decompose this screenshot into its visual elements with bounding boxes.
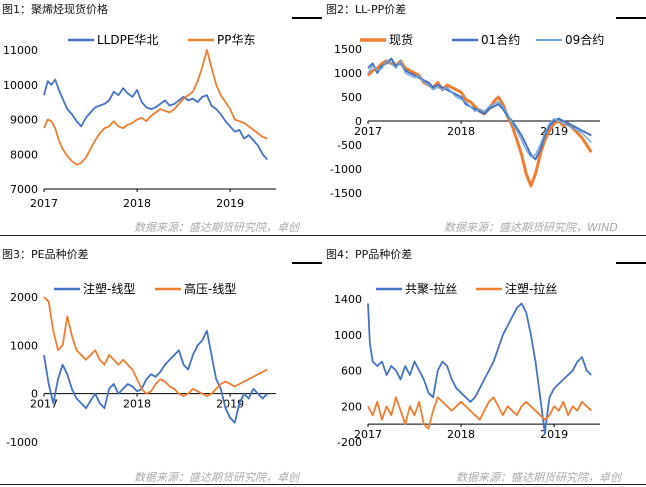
panel-pe-variety-spread: 图3：PE品种价差 -1000 0 1000 2000 2017 2018 2019 注塑-线… xyxy=(0,245,322,487)
legend-label: 现货 xyxy=(389,32,413,47)
y-tick-label: -200 xyxy=(337,436,362,449)
x-tick-label: 2019 xyxy=(216,197,244,210)
series-line-2 xyxy=(367,57,592,161)
y-tick-label: 1400 xyxy=(334,293,362,306)
panel-title: 图4：PP品种价差 xyxy=(326,248,413,261)
title-rule xyxy=(292,17,322,19)
x-tick-label: 2019 xyxy=(540,428,568,441)
y-tick-label: 1000 xyxy=(334,67,362,80)
y-tick-label: 0 xyxy=(355,115,362,128)
x-tick-label: 2017 xyxy=(30,197,58,210)
y-tick-label: 200 xyxy=(341,400,362,413)
y-tick-label: 1000 xyxy=(10,339,38,352)
y-tick-label: -500 xyxy=(337,139,362,152)
x-tick-label: 2018 xyxy=(123,197,151,210)
y-tick-label: 11000 xyxy=(3,44,38,57)
data-source-note: 数据来源：盛达期货研究院，卓创 xyxy=(134,221,299,234)
panel-title: 图3：PE品种价差 xyxy=(2,248,89,261)
series-line-2 xyxy=(367,396,592,430)
y-tick-label: -1500 xyxy=(330,187,362,200)
y-tick-label: -1000 xyxy=(330,163,362,176)
x-tick-label: 2018 xyxy=(447,428,475,441)
legend-label: 注塑-线型 xyxy=(83,281,135,296)
y-tick-label: 500 xyxy=(341,91,362,104)
data-source-note: 数据来源：盛达期货研究院，卓创 xyxy=(456,471,621,484)
panel-lldpe-pp-spot: 图1：聚烯烃现货价格 7000 8000 9000 10000 11000 2017 201… xyxy=(0,0,322,242)
legend-label: 共聚-拉丝 xyxy=(405,281,457,296)
title-rule xyxy=(292,262,322,264)
x-tick-label: 2017 xyxy=(354,428,382,441)
panel-pp-variety-spread: 图4：PP品种价差 -200 200 600 1000 1400 2017 2018 2019… xyxy=(324,245,646,487)
data-source-note: 数据来源：盛达期货研究院，WIND xyxy=(444,221,618,234)
chart-pp-spread: -200 200 600 1000 1400 2017 2018 2019 共聚-拉丝 注塑-拉丝 xyxy=(334,281,600,449)
legend-label: 01合约 xyxy=(481,32,520,47)
y-tick-label: 9000 xyxy=(10,114,38,127)
y-tick-label: 10000 xyxy=(3,79,38,92)
title-rule xyxy=(616,17,646,19)
y-tick-label: 1500 xyxy=(334,43,362,56)
legend-label: 09合约 xyxy=(565,32,604,47)
y-tick-label: 7000 xyxy=(10,183,38,196)
x-tick-label: 2018 xyxy=(447,125,475,138)
series-line-1 xyxy=(367,302,592,435)
section-divider xyxy=(0,235,646,236)
y-tick-label: 8000 xyxy=(10,148,38,161)
legend-label: 注塑-拉丝 xyxy=(505,281,557,296)
legend-label: 高压-线型 xyxy=(184,281,236,296)
y-tick-label: 1000 xyxy=(334,329,362,342)
panel-ll-pp-spread: 图2：LL-PP价差 -1500 -1000 -500 0 500 1000 1500 201… xyxy=(324,0,646,242)
chart-spot-prices: 7000 8000 9000 10000 11000 2017 2018 2019 LLDPE华… xyxy=(3,33,276,210)
x-tick-label: 2018 xyxy=(123,398,151,411)
panel-title: 图2：LL-PP价差 xyxy=(326,3,407,16)
series-line-2 xyxy=(43,49,268,166)
y-tick-label: 0 xyxy=(31,388,38,401)
series-line-1 xyxy=(366,59,593,188)
title-rule xyxy=(616,262,646,264)
y-tick-label: -1000 xyxy=(6,436,38,449)
x-tick-label: 2017 xyxy=(354,125,382,138)
series-line-1 xyxy=(43,78,268,161)
y-tick-label: 2000 xyxy=(10,291,38,304)
series-line-2 xyxy=(43,296,268,398)
series-line-3 xyxy=(367,60,592,158)
section-divider xyxy=(0,484,646,485)
x-tick-label: 2017 xyxy=(30,398,58,411)
panel-title: 图1：聚烯烃现货价格 xyxy=(2,3,108,16)
legend-label: PP华东 xyxy=(217,33,255,47)
y-tick-label: 600 xyxy=(341,365,362,378)
data-source-note: 数据来源：盛达期货研究院，卓创 xyxy=(134,471,299,484)
legend-label: LLDPE华北 xyxy=(97,33,158,47)
series-line-1 xyxy=(43,329,268,424)
